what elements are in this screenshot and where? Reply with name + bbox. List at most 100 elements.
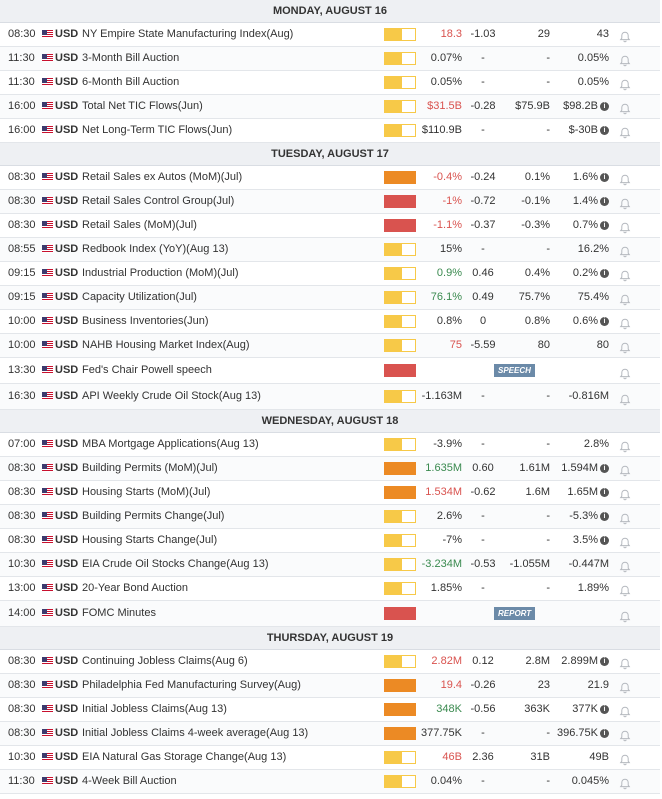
info-icon[interactable]: i bbox=[600, 102, 609, 111]
event-row[interactable]: 13:00 USD 20-Year Bond Auction 1.85% - - 1.89% bbox=[0, 577, 660, 601]
bell-icon[interactable] bbox=[619, 439, 631, 453]
event-name[interactable]: Fed's Chair Powell speech bbox=[82, 364, 212, 376]
event-row[interactable]: 11:30 USD 4-Week Bill Auction 0.04% - - 0.045% bbox=[0, 770, 660, 794]
event-name[interactable]: NY Empire State Manufacturing Index(Aug) bbox=[82, 28, 294, 40]
event-row[interactable]: 08:30 USD Retail Sales (MoM)(Jul) -1.1% -0.3… bbox=[0, 214, 660, 238]
event-name[interactable]: Business Inventories(Jun) bbox=[82, 315, 209, 327]
event-name[interactable]: FOMC Minutes bbox=[82, 607, 156, 619]
info-icon[interactable]: i bbox=[600, 512, 609, 521]
event-row[interactable]: 07:00 USD MBA Mortgage Applications(Aug 13… bbox=[0, 433, 660, 457]
info-icon[interactable]: i bbox=[600, 657, 609, 666]
bell-icon[interactable] bbox=[619, 704, 631, 718]
event-row[interactable]: 13:30 USD Fed's Chair Powell speech SPEECH bbox=[0, 358, 660, 384]
info-icon[interactable]: i bbox=[600, 197, 609, 206]
event-row[interactable]: 08:30 USD Retail Sales Control Group(Jul) -… bbox=[0, 190, 660, 214]
bell-icon[interactable] bbox=[619, 487, 631, 501]
event-row[interactable]: 10:30 USD EIA Crude Oil Stocks Change(Aug … bbox=[0, 553, 660, 577]
event-row[interactable]: 08:55 USD Redbook Index (YoY)(Aug 13) 15% - -… bbox=[0, 238, 660, 262]
bell-icon[interactable] bbox=[619, 608, 631, 623]
event-name[interactable]: Retail Sales Control Group(Jul) bbox=[82, 195, 235, 207]
bell-icon[interactable] bbox=[619, 292, 631, 306]
bell-icon[interactable] bbox=[619, 463, 631, 477]
event-row[interactable]: 08:30 USD Housing Starts Change(Jul) -7% - -3… bbox=[0, 529, 660, 553]
event-row[interactable]: 11:30 USD 6-Month Bill Auction 0.05% - - 0.05% bbox=[0, 71, 660, 95]
bell-icon[interactable] bbox=[619, 752, 631, 766]
event-row[interactable]: 16:00 USD Total Net TIC Flows(Jun) $31.5B -0… bbox=[0, 95, 660, 119]
info-icon[interactable]: i bbox=[600, 729, 609, 738]
bell-icon[interactable] bbox=[619, 559, 631, 573]
bell-icon[interactable] bbox=[619, 244, 631, 258]
bell-icon[interactable] bbox=[619, 583, 631, 597]
bell-icon[interactable] bbox=[619, 728, 631, 742]
event-row[interactable]: 14:00 USD FOMC Minutes REPORT bbox=[0, 601, 660, 627]
bell-icon[interactable] bbox=[619, 316, 631, 330]
event-row[interactable]: 08:30 USD Initial Jobless Claims 4-week av… bbox=[0, 722, 660, 746]
event-row[interactable]: 09:15 USD Industrial Production (MoM)(Jul)… bbox=[0, 262, 660, 286]
info-icon[interactable]: i bbox=[600, 705, 609, 714]
bell-icon[interactable] bbox=[619, 340, 631, 354]
bell-icon[interactable] bbox=[619, 680, 631, 694]
bell-icon[interactable] bbox=[619, 535, 631, 549]
event-row[interactable]: 08:30 USD Initial Jobless Claims(Aug 13) 34… bbox=[0, 698, 660, 722]
event-name[interactable]: NAHB Housing Market Index(Aug) bbox=[82, 339, 250, 351]
event-name[interactable]: EIA Crude Oil Stocks Change(Aug 13) bbox=[82, 558, 269, 570]
event-name[interactable]: Retail Sales (MoM)(Jul) bbox=[82, 219, 197, 231]
info-icon[interactable]: i bbox=[600, 536, 609, 545]
bell-icon[interactable] bbox=[619, 656, 631, 670]
event-name[interactable]: Initial Jobless Claims 4-week average(Au… bbox=[82, 727, 309, 739]
info-icon[interactable]: i bbox=[600, 488, 609, 497]
bell-icon[interactable] bbox=[619, 220, 631, 234]
event-name[interactable]: Industrial Production (MoM)(Jul) bbox=[82, 267, 239, 279]
event-row[interactable]: 08:30 USD Building Permits (MoM)(Jul) 1.635… bbox=[0, 457, 660, 481]
event-row[interactable]: 08:30 USD Retail Sales ex Autos (MoM)(Jul)… bbox=[0, 166, 660, 190]
event-row[interactable]: 11:30 USD 3-Month Bill Auction 0.07% - - 0.05% bbox=[0, 47, 660, 71]
bell-icon[interactable] bbox=[619, 172, 631, 186]
bell-icon[interactable] bbox=[619, 776, 631, 790]
event-row[interactable]: 16:00 USD Net Long-Term TIC Flows(Jun) $110… bbox=[0, 119, 660, 143]
event-name[interactable]: Retail Sales ex Autos (MoM)(Jul) bbox=[82, 171, 243, 183]
event-name[interactable]: Net Long-Term TIC Flows(Jun) bbox=[82, 124, 233, 136]
event-row[interactable]: 08:30 USD Housing Starts (MoM)(Jul) 1.534M -… bbox=[0, 481, 660, 505]
bell-icon[interactable] bbox=[619, 391, 631, 406]
info-icon[interactable]: i bbox=[600, 126, 609, 135]
bell-icon[interactable] bbox=[619, 365, 631, 380]
event-name[interactable]: Housing Starts (MoM)(Jul) bbox=[82, 486, 211, 498]
info-icon[interactable]: i bbox=[600, 173, 609, 182]
event-row[interactable]: 08:30 USD Continuing Jobless Claims(Aug 6)… bbox=[0, 650, 660, 674]
event-name[interactable]: Building Permits Change(Jul) bbox=[82, 510, 225, 522]
event-name[interactable]: Initial Jobless Claims(Aug 13) bbox=[82, 703, 227, 715]
event-name[interactable]: Philadelphia Fed Manufacturing Survey(Au… bbox=[82, 679, 301, 691]
bell-icon[interactable] bbox=[619, 125, 631, 139]
event-row[interactable]: 16:30 USD API Weekly Crude Oil Stock(Aug 1… bbox=[0, 384, 660, 410]
event-name[interactable]: 3-Month Bill Auction bbox=[82, 52, 180, 64]
bell-icon[interactable] bbox=[619, 196, 631, 210]
info-icon[interactable]: i bbox=[600, 221, 609, 230]
bell-icon[interactable] bbox=[619, 511, 631, 525]
info-icon[interactable]: i bbox=[600, 464, 609, 473]
event-name[interactable]: Continuing Jobless Claims(Aug 6) bbox=[82, 655, 248, 667]
event-name[interactable]: MBA Mortgage Applications(Aug 13) bbox=[82, 438, 259, 450]
event-row[interactable]: 10:30 USD EIA Natural Gas Storage Change(A… bbox=[0, 746, 660, 770]
bell-icon[interactable] bbox=[619, 29, 631, 43]
event-row[interactable]: 10:00 USD Business Inventories(Jun) 0.8% 0 0.… bbox=[0, 310, 660, 334]
event-name[interactable]: Capacity Utilization(Jul) bbox=[82, 291, 197, 303]
event-name[interactable]: 20-Year Bond Auction bbox=[82, 582, 189, 594]
event-name[interactable]: EIA Natural Gas Storage Change(Aug 13) bbox=[82, 751, 287, 763]
event-name[interactable]: 6-Month Bill Auction bbox=[82, 76, 180, 88]
event-row[interactable]: 10:00 USD NAHB Housing Market Index(Aug) 75… bbox=[0, 334, 660, 358]
event-name[interactable]: API Weekly Crude Oil Stock(Aug 13) bbox=[82, 390, 261, 402]
event-name[interactable]: Building Permits (MoM)(Jul) bbox=[82, 462, 218, 474]
event-row[interactable]: 08:30 USD NY Empire State Manufacturing In… bbox=[0, 23, 660, 47]
event-name[interactable]: 4-Week Bill Auction bbox=[82, 775, 177, 787]
info-icon[interactable]: i bbox=[600, 317, 609, 326]
bell-icon[interactable] bbox=[619, 268, 631, 282]
event-name[interactable]: Housing Starts Change(Jul) bbox=[82, 534, 218, 546]
event-row[interactable]: 08:30 USD Philadelphia Fed Manufacturing S… bbox=[0, 674, 660, 698]
event-row[interactable]: 08:30 USD Building Permits Change(Jul) 2.6%… bbox=[0, 505, 660, 529]
info-icon[interactable]: i bbox=[600, 269, 609, 278]
event-row[interactable]: 09:15 USD Capacity Utilization(Jul) 76.1% 0.… bbox=[0, 286, 660, 310]
bell-icon[interactable] bbox=[619, 101, 631, 115]
bell-icon[interactable] bbox=[619, 77, 631, 91]
event-name[interactable]: Total Net TIC Flows(Jun) bbox=[82, 100, 203, 112]
event-name[interactable]: Redbook Index (YoY)(Aug 13) bbox=[82, 243, 229, 255]
